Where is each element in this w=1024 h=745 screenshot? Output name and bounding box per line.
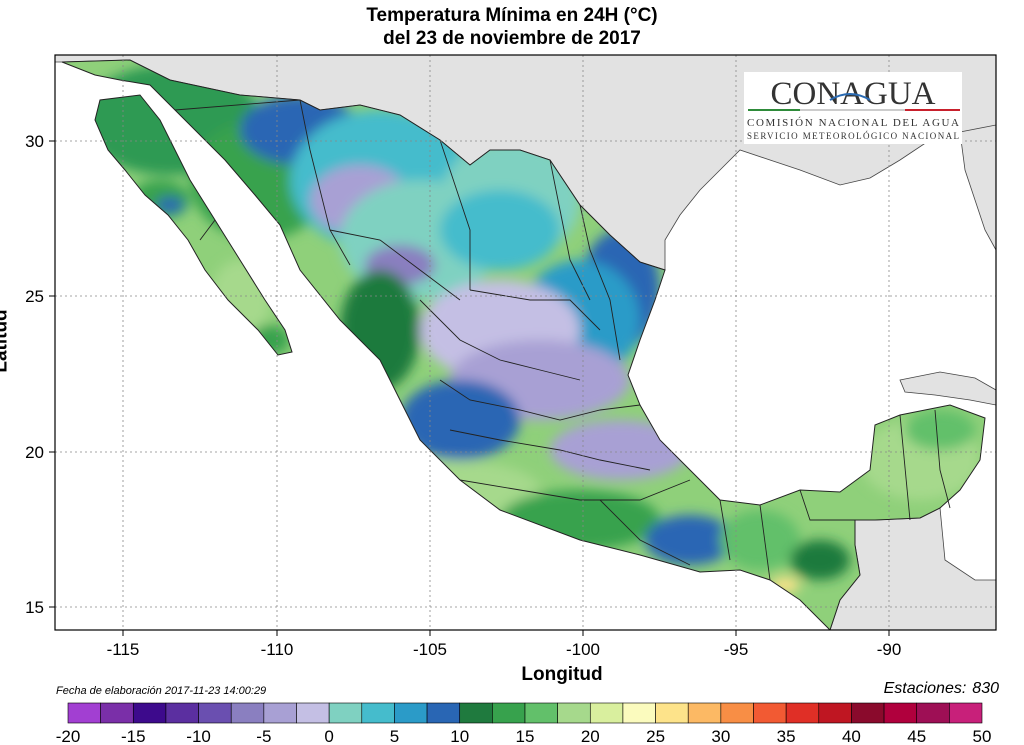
conagua-logo: CONAGUA COMISIÓN NACIONAL DEL AGUA SERVI… xyxy=(744,72,962,144)
xtick-label: -105 xyxy=(413,640,447,659)
legend-swatch xyxy=(622,702,656,724)
legend-label: 0 xyxy=(324,727,333,745)
estaciones-count: Estaciones: 830 xyxy=(884,680,999,698)
cuba-land xyxy=(899,371,996,406)
legend-label: 40 xyxy=(842,727,861,745)
legend-label: 30 xyxy=(711,727,730,745)
legend-swatch xyxy=(492,702,526,724)
legend-swatch xyxy=(361,702,395,724)
xtick-label: -100 xyxy=(566,640,600,659)
xtick-label: -95 xyxy=(724,640,749,659)
legend-swatch xyxy=(426,702,461,724)
ytick-label: 25 xyxy=(25,287,44,306)
legend-label: -20 xyxy=(56,727,81,745)
legend-swatch xyxy=(589,702,624,724)
ytick-label: 30 xyxy=(25,132,44,151)
legend-label: -15 xyxy=(121,727,146,745)
legend-swatch xyxy=(818,702,852,724)
legend-swatch xyxy=(557,702,591,724)
florida-land xyxy=(959,124,996,251)
legend-swatch xyxy=(883,702,918,724)
ytick-label: 20 xyxy=(25,443,44,462)
estaciones-value: 830 xyxy=(972,680,999,697)
legend-swatch xyxy=(165,702,199,724)
legend-swatch xyxy=(916,702,950,724)
legend-swatch xyxy=(67,702,101,724)
color-legend: -20 -15 -10 -5 0 5 10 15 20 25 30 35 40 45 50 xyxy=(56,702,992,745)
legend-swatch xyxy=(949,702,983,724)
legend-label: 35 xyxy=(777,727,796,745)
ytick-label: 15 xyxy=(25,598,44,617)
x-axis-label: Longitud xyxy=(521,664,603,685)
legend-label: 50 xyxy=(973,727,992,745)
legend-swatch xyxy=(132,702,167,724)
legend-label: 25 xyxy=(646,727,665,745)
legend-swatch xyxy=(100,702,134,724)
legend-swatch xyxy=(328,702,363,724)
legend-swatch xyxy=(524,702,558,724)
legend-swatch xyxy=(753,702,787,724)
xtick-label: -90 xyxy=(877,640,902,659)
map-title: Temperatura Mínima en 24H (°C) xyxy=(366,5,658,26)
legend-label: 20 xyxy=(581,727,600,745)
map-subtitle: del 23 de noviembre de 2017 xyxy=(383,28,641,49)
estaciones-label: Estaciones: xyxy=(883,680,967,697)
xtick-label: -115 xyxy=(107,640,140,659)
map-frame xyxy=(54,54,997,631)
xtick-label: -110 xyxy=(261,640,294,659)
legend-label: 45 xyxy=(907,727,926,745)
legend-swatch xyxy=(655,702,689,724)
legend-swatch xyxy=(785,702,820,724)
svg-text:COMISIÓN NACIONAL DEL AGUA: COMISIÓN NACIONAL DEL AGUA xyxy=(747,117,959,129)
legend-swatch xyxy=(230,702,265,724)
axis-ticks xyxy=(49,140,890,636)
legend-label: 10 xyxy=(450,727,469,745)
legend-swatch xyxy=(394,702,428,724)
legend-swatch xyxy=(296,702,330,724)
legend-swatch xyxy=(720,702,754,724)
y-axis-label: Latitud xyxy=(0,309,12,373)
legend-label: 5 xyxy=(390,727,399,745)
state-boundaries xyxy=(174,99,951,581)
legend-swatch xyxy=(687,702,722,724)
legend-swatch xyxy=(263,702,297,724)
fecha-elaboracion: Fecha de elaboración 2017-11-23 14:00:29 xyxy=(56,685,267,697)
legend-label: -5 xyxy=(256,727,271,745)
legend-label: 15 xyxy=(516,727,535,745)
svg-text:SERVICIO METEOROLÓGICO NACIONA: SERVICIO METEOROLÓGICO NACIONAL xyxy=(747,131,959,141)
legend-swatch xyxy=(851,702,885,724)
gridlines xyxy=(55,55,996,630)
legend-swatch xyxy=(198,702,232,724)
legend-label: -10 xyxy=(186,727,211,745)
legend-swatch xyxy=(459,702,493,724)
